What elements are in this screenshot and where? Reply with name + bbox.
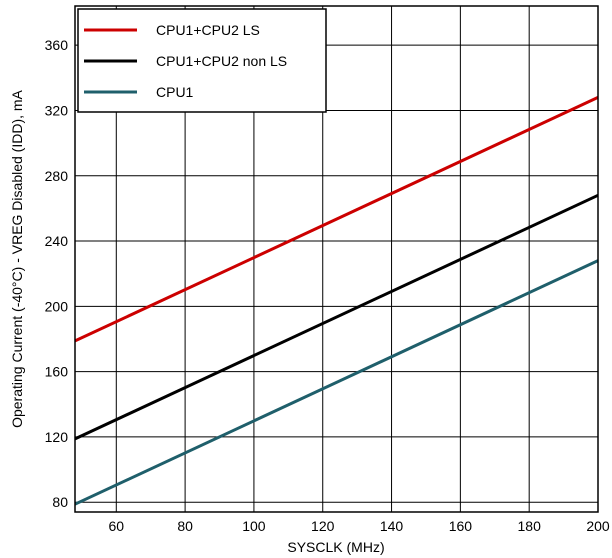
tick-layer: 60 80 100 120 140 160 180 200 80 120 160 200 240 280 3… — [45, 37, 610, 534]
x-tick-label: 180 — [518, 518, 542, 534]
x-tick-label: 120 — [311, 518, 335, 534]
series-line-2 — [74, 193, 599, 441]
y-axis-title: Operating Current (-40°C) - VREG Disable… — [9, 89, 25, 427]
y-tick-label: 80 — [52, 494, 68, 510]
y-tick-label: 160 — [45, 364, 69, 380]
x-tick-label: 60 — [109, 518, 125, 534]
y-tick-label: 120 — [45, 429, 69, 445]
series-layer — [74, 96, 599, 506]
x-tick-label: 200 — [586, 518, 610, 534]
series-line-3 — [74, 259, 599, 506]
x-tick-label: 100 — [242, 518, 266, 534]
x-tick-label: 140 — [380, 518, 404, 534]
series-line-1 — [74, 96, 599, 343]
x-tick-label: 160 — [449, 518, 473, 534]
y-tick-label: 280 — [45, 168, 69, 184]
x-tick-label: 80 — [177, 518, 193, 534]
y-tick-label: 240 — [45, 233, 69, 249]
y-tick-label: 200 — [45, 298, 69, 314]
legend: CPU1+CPU2 LS CPU1+CPU2 non LS CPU1 — [77, 8, 327, 113]
plot-frame — [74, 5, 599, 513]
y-tick-label: 360 — [45, 37, 69, 53]
legend-label: CPU1+CPU2 LS — [156, 22, 260, 38]
y-tick-label: 320 — [45, 102, 69, 118]
legend-label: CPU1+CPU2 non LS — [156, 53, 287, 69]
x-axis-title: SYSCLK (MHz) — [287, 539, 384, 555]
legend-label: CPU1 — [156, 84, 194, 100]
